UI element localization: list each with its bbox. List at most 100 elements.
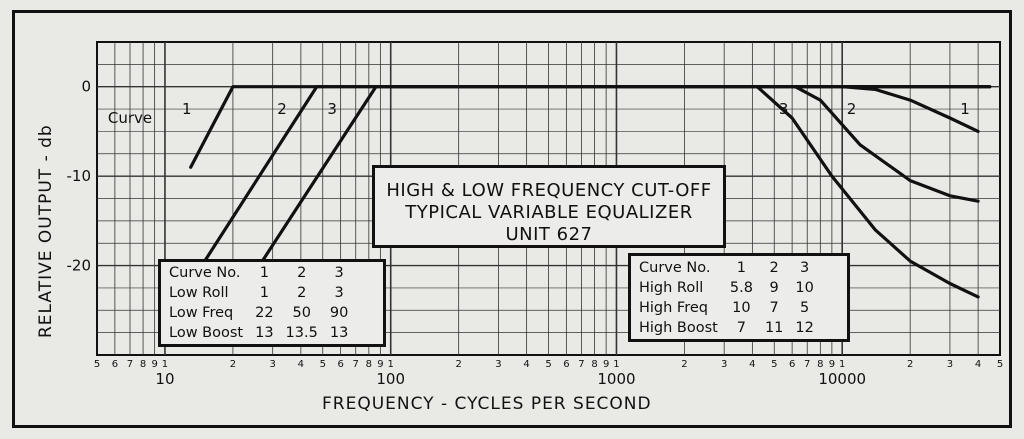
x-minor-tick-label: 1: [162, 359, 168, 370]
high-cutoff-table: Curve No. 1 2 3 High Roll 5.8 9 10 High …: [628, 253, 850, 342]
x-minor-tick-label: 4: [975, 359, 981, 370]
table-cell: 5: [800, 300, 810, 316]
x-minor-tick-label: 1: [839, 359, 845, 370]
table-row: Low Roll 1 2 3: [161, 283, 354, 303]
x-minor-tick-label: 8: [366, 359, 372, 370]
curve-label: 3: [327, 100, 337, 118]
x-minor-tick-label: 2: [230, 359, 236, 370]
table-cell: Curve No.: [169, 265, 241, 281]
curve-label: 2: [277, 100, 287, 118]
table-row: High Boost 7 11 12: [631, 318, 820, 338]
curve-label: 1: [960, 100, 970, 118]
curve-high-3: [755, 85, 980, 299]
x-major-tick-label: 100: [376, 370, 405, 388]
curve-label: Curve: [108, 109, 152, 127]
y-tick-label: 0: [81, 78, 91, 96]
table-cell: 3: [334, 265, 344, 281]
curve-high-2: [793, 85, 980, 203]
table-cell: Curve No.: [639, 260, 711, 276]
x-minor-tick-label: 8: [140, 359, 146, 370]
table-cell: 13.5: [285, 325, 318, 341]
table-cell: High Roll: [639, 280, 704, 296]
table-cell: 2: [297, 285, 307, 301]
table-cell: 12: [795, 320, 814, 336]
x-minor-tick-label: 8: [591, 359, 597, 370]
x-minor-tick-label: 4: [749, 359, 755, 370]
x-minor-tick-label: 7: [804, 359, 810, 370]
x-major-tick-label: 1000: [597, 370, 635, 388]
table-cell: High Boost: [639, 320, 718, 336]
table-row: Low Freq 22 50 90: [161, 303, 354, 323]
table-row: Low Boost 13 13.5 13: [161, 323, 354, 343]
table-row: High Freq 10 7 5: [631, 298, 820, 318]
x-axis-title: FREQUENCY - CYCLES PER SECOND: [322, 394, 652, 414]
table-cell: 7: [769, 300, 779, 316]
x-minor-tick-label: 2: [681, 359, 687, 370]
table-cell: 2: [769, 260, 779, 276]
x-minor-tick-label: 2: [455, 359, 461, 370]
outer-frame: [12, 10, 1012, 428]
curve-label: 2: [847, 100, 857, 118]
table-cell: High Freq: [639, 300, 708, 316]
table-cell: 13: [329, 325, 349, 341]
x-major-tick-label: 10000: [818, 370, 866, 388]
table-cell: Low Boost: [169, 325, 244, 341]
x-minor-tick-label: 2: [907, 359, 913, 370]
curve-high-1: [840, 85, 980, 133]
table-cell: 5.8: [729, 280, 753, 296]
table-header-row: Curve No. 1 2 3: [161, 263, 354, 283]
x-minor-tick-label: 5: [545, 359, 551, 370]
x-minor-tick-label: 3: [495, 359, 501, 370]
x-minor-tick-label: 4: [298, 359, 304, 370]
x-minor-tick-label: 1: [388, 359, 394, 370]
table-cell: 1: [259, 285, 269, 301]
x-minor-tick-label: 9: [377, 359, 383, 370]
x-minor-tick-label: 5: [94, 359, 100, 370]
x-minor-tick-label: 7: [127, 359, 133, 370]
x-minor-tick-label: 3: [721, 359, 727, 370]
table-cell: 13: [255, 325, 274, 341]
table-header-row: Curve No. 1 2 3: [631, 258, 820, 278]
table-cell: Low Freq: [169, 305, 234, 321]
x-minor-tick-label: 5: [771, 359, 777, 370]
x-major-tick-label: 10: [155, 370, 174, 388]
title-line-2: TYPICAL VARIABLE EQUALIZER: [405, 202, 693, 223]
x-minor-tick-label: 8: [817, 359, 823, 370]
x-minor-tick-label: 5: [997, 359, 1003, 370]
x-minor-tick-label: 6: [112, 359, 118, 370]
x-minor-tick-label: 1: [613, 359, 619, 370]
table-cell: 50: [292, 305, 311, 321]
x-minor-tick-label: 6: [337, 359, 343, 370]
table-cell: 1: [259, 265, 269, 281]
title-line-1: HIGH & LOW FREQUENCY CUT-OFF: [386, 180, 712, 201]
x-minor-tick-label: 9: [603, 359, 609, 370]
table-cell: 10: [795, 280, 814, 296]
low-cutoff-table: Curve No. 1 2 3 Low Roll 1 2 3 Low Freq …: [158, 259, 386, 347]
table-cell: 3: [800, 260, 810, 276]
table-cell: Low Roll: [169, 285, 229, 301]
x-minor-tick-label: 3: [269, 359, 275, 370]
x-minor-tick-label: 6: [563, 359, 569, 370]
x-minor-tick-label: 5: [320, 359, 326, 370]
title-line-3: UNIT 627: [505, 224, 593, 245]
x-minor-tick-label: 3: [947, 359, 953, 370]
x-minor-tick-label: 7: [353, 359, 359, 370]
table-cell: 22: [255, 305, 274, 321]
x-minor-tick-label: 6: [789, 359, 795, 370]
y-tick-label: -10: [67, 167, 92, 185]
table-cell: 2: [297, 265, 307, 281]
x-minor-tick-label: 4: [523, 359, 529, 370]
table-cell: 9: [769, 280, 779, 296]
curve-low-3: [260, 85, 992, 263]
curve-label: 1: [182, 100, 192, 118]
table-cell: 1: [736, 260, 747, 276]
table-cell: 3: [334, 285, 344, 301]
table-cell: 11: [764, 320, 784, 336]
y-tick-label: -20: [67, 257, 92, 275]
x-minor-tick-label: 9: [829, 359, 835, 370]
y-axis-title: RELATIVE OUTPUT - db: [36, 124, 56, 338]
table-cell: 7: [736, 320, 747, 336]
curve-label: 3: [779, 100, 789, 118]
table-row: High Roll 5.8 9 10: [631, 278, 820, 298]
